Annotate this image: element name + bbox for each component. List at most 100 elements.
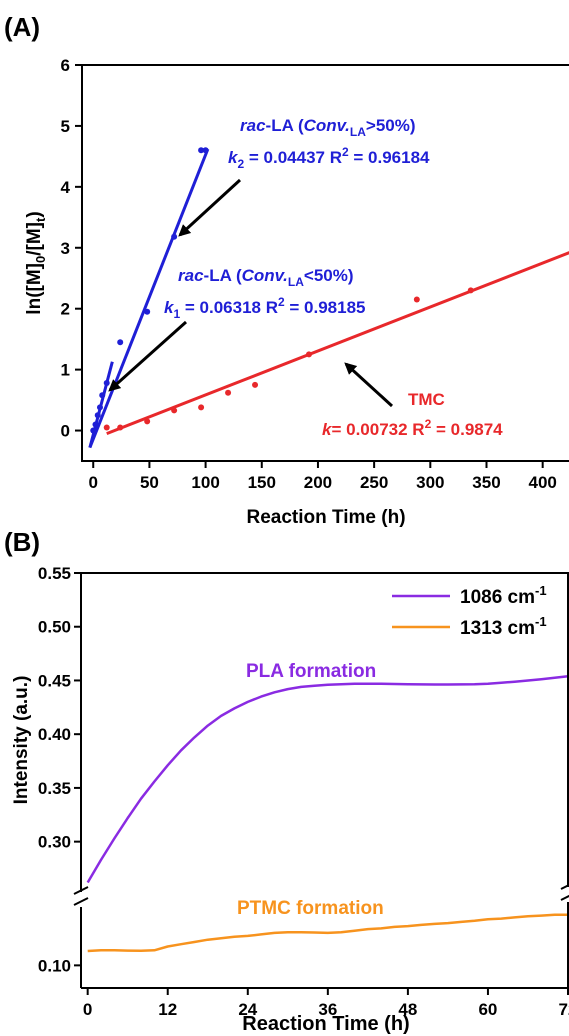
ann-end: = 0.96184 bbox=[349, 148, 430, 167]
annotation-rac-la-low-line2: k1 = 0.06318 R2 = 0.98185 bbox=[164, 295, 366, 321]
data-point-0-2 bbox=[94, 412, 101, 419]
data-point-0-6 bbox=[117, 339, 124, 346]
series-line-1 bbox=[87, 913, 568, 953]
x-tick-label: 200 bbox=[304, 473, 332, 492]
panel-a-y-axis-label: ln([M]0/[M]t) bbox=[24, 211, 48, 314]
data-point-0-7 bbox=[144, 308, 151, 315]
annotation-tmc-line2: k= 0.00732 R2 = 0.9874 bbox=[322, 417, 503, 439]
arrow-to-k2-fit bbox=[178, 178, 242, 237]
ann-italic2: Conv. bbox=[304, 116, 350, 135]
ann-end: >50%) bbox=[366, 116, 416, 135]
data-point-0-4 bbox=[99, 392, 106, 399]
annotation-tmc: TMC k= 0.00732 R2 = 0.9874 bbox=[322, 390, 503, 439]
panel-a-axes-frame bbox=[81, 64, 569, 462]
x-tick-label: 72 bbox=[559, 1000, 569, 1019]
ann-text: = 0.04437 R bbox=[244, 148, 342, 167]
ann-end: <50%) bbox=[304, 266, 354, 285]
annotation-pla-formation: PLA formation bbox=[246, 661, 376, 682]
data-point-0-9 bbox=[198, 147, 205, 154]
legend-label-1313: 1313 cm-1 bbox=[460, 614, 547, 639]
annotation-rac-la-high-line1: rac-LA (Conv.LA>50%) bbox=[240, 116, 416, 139]
y-tick-label: 0.40 bbox=[38, 725, 71, 744]
panel-b-plot bbox=[86, 674, 569, 953]
data-point-1-7 bbox=[305, 351, 312, 358]
y-tick-label: 0.10 bbox=[38, 956, 71, 975]
data-point-0-0 bbox=[90, 427, 97, 434]
ann-sup: 2 bbox=[425, 417, 432, 431]
y-label-end: ) bbox=[24, 211, 45, 217]
y-tick-label: 3 bbox=[61, 239, 70, 258]
panel-b: (B) 0122436486072 0.300.350.400.450.500.… bbox=[4, 527, 569, 1035]
data-point-0-8 bbox=[171, 233, 178, 240]
y-tick-label: 4 bbox=[61, 178, 71, 197]
y-tick-label: 2 bbox=[61, 300, 70, 319]
x-tick-label: 350 bbox=[472, 473, 500, 492]
annotation-rac-la-low: rac-LA (Conv.LA<50%) k1 = 0.06318 R2 = 0… bbox=[164, 266, 366, 321]
data-point-1-0 bbox=[103, 424, 110, 431]
ann-text: = 0.06318 R bbox=[180, 298, 278, 317]
series-line-0 bbox=[86, 674, 569, 884]
x-tick-label: 100 bbox=[191, 473, 219, 492]
panel-a-label: (A) bbox=[4, 12, 40, 42]
y-tick-label: 0.35 bbox=[38, 779, 71, 798]
ann-sub: LA bbox=[350, 125, 366, 139]
axis-break-marks bbox=[73, 883, 569, 906]
y-label-base: ln([M] bbox=[24, 263, 45, 315]
x-tick-label: 36 bbox=[318, 1000, 337, 1019]
y-label-mid: /[M] bbox=[24, 222, 45, 256]
y-tick-label: 0.55 bbox=[38, 564, 71, 583]
data-point-0-5 bbox=[103, 380, 110, 387]
x-tick-label: 0 bbox=[83, 1000, 92, 1019]
y-tick-label: 1 bbox=[61, 361, 70, 380]
x-tick-label: 50 bbox=[140, 473, 159, 492]
arrow-to-k1-fit bbox=[108, 320, 188, 392]
ann-sup: 2 bbox=[278, 295, 285, 309]
ann-sub: LA bbox=[288, 275, 304, 289]
ann-k-sub: 1 bbox=[173, 307, 180, 321]
ann-k: k bbox=[164, 298, 175, 317]
annotation-rac-la-high: rac-LA (Conv.LA>50%) k2 = 0.04437 R2 = 0… bbox=[228, 116, 430, 171]
panel-b-legend: 1086 cm-1 1313 cm-1 bbox=[392, 583, 547, 639]
data-point-0-3 bbox=[96, 404, 103, 411]
x-tick-label: 12 bbox=[158, 1000, 177, 1019]
annotation-tmc-line1: TMC bbox=[408, 390, 445, 409]
ann-italic: rac bbox=[240, 116, 266, 135]
x-tick-label: 0 bbox=[89, 473, 98, 492]
y-tick-label: 6 bbox=[61, 56, 70, 75]
data-point-0-1 bbox=[92, 421, 99, 428]
y-label-sub2: t bbox=[33, 217, 48, 222]
x-tick-label: 150 bbox=[248, 473, 276, 492]
data-point-1-5 bbox=[225, 389, 232, 396]
y-label-sub1: 0 bbox=[33, 256, 48, 263]
ann-italic2: Conv. bbox=[242, 266, 288, 285]
ann-k: k bbox=[228, 148, 239, 167]
ann-text: -LA ( bbox=[266, 116, 304, 135]
fit-line-0-1 bbox=[88, 148, 210, 449]
ann-italic: rac bbox=[178, 266, 204, 285]
x-tick-label: 250 bbox=[360, 473, 388, 492]
arrow-to-tmc-fit bbox=[344, 362, 394, 408]
ann-end: = 0.98185 bbox=[285, 298, 366, 317]
data-point-1-3 bbox=[171, 407, 178, 414]
y-tick-label: 0.45 bbox=[38, 671, 71, 690]
annotation-rac-la-high-line2: k2 = 0.04437 R2 = 0.96184 bbox=[228, 145, 430, 171]
data-point-1-1 bbox=[117, 424, 124, 431]
ann-end: = 0.9874 bbox=[431, 420, 503, 439]
panel-b-axes-frame bbox=[80, 572, 569, 989]
panel-b-y-ticks: 0.30 0.35 0.40 0.45 0.50 0.55 0.10 bbox=[38, 564, 81, 975]
fit-line-1-0 bbox=[106, 251, 569, 435]
ann-k: k bbox=[322, 420, 333, 439]
y-tick-label: 0.30 bbox=[38, 833, 71, 852]
panel-b-x-axis-label: Reaction Time (h) bbox=[242, 1013, 409, 1035]
x-tick-label: 300 bbox=[416, 473, 444, 492]
ann-k-sub: 2 bbox=[237, 157, 244, 171]
y-tick-label: 0 bbox=[61, 422, 70, 441]
x-tick-label: 48 bbox=[398, 1000, 417, 1019]
panel-b-label: (B) bbox=[4, 527, 40, 557]
data-point-0-10 bbox=[202, 147, 209, 154]
x-tick-label: 60 bbox=[478, 1000, 497, 1019]
annotation-rac-la-low-line1: rac-LA (Conv.LA<50%) bbox=[178, 266, 354, 289]
data-point-1-2 bbox=[144, 418, 151, 425]
data-point-1-4 bbox=[198, 404, 205, 411]
